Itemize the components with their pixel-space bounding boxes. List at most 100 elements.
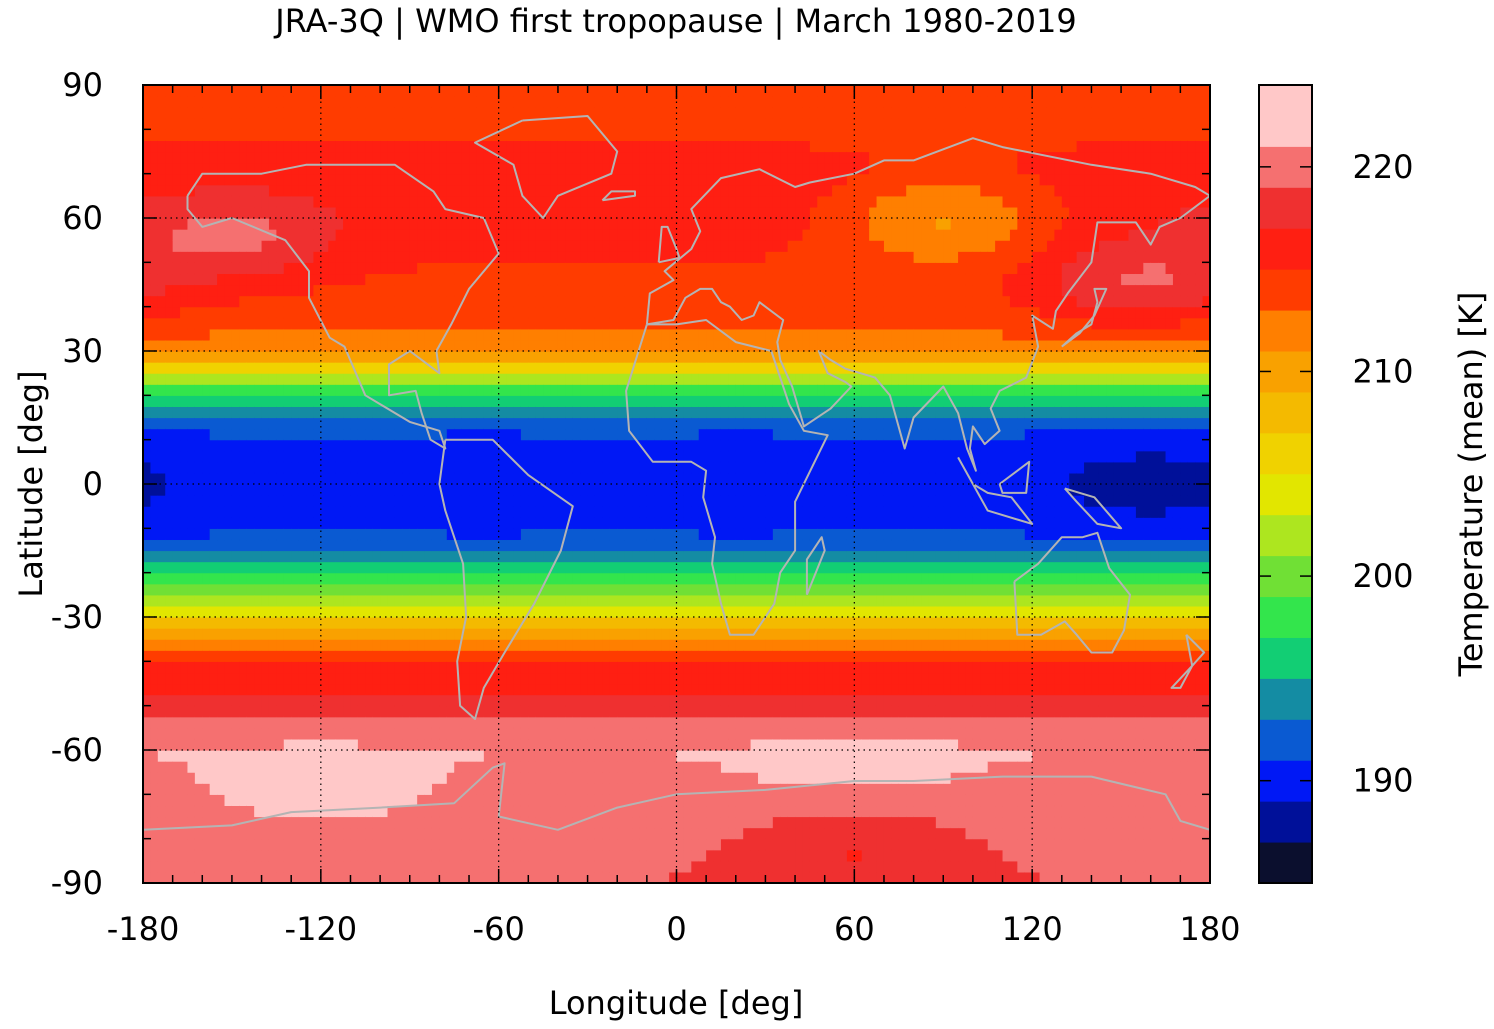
field-cell xyxy=(602,772,611,784)
field-cell xyxy=(394,550,403,563)
field-cell xyxy=(520,716,529,729)
field-cell xyxy=(328,362,337,374)
field-cell xyxy=(372,251,381,263)
field-cell xyxy=(424,650,433,662)
field-cell xyxy=(202,528,211,541)
field-cell xyxy=(498,173,507,186)
field-cell xyxy=(343,439,352,452)
field-cell xyxy=(491,129,500,142)
field-cell xyxy=(409,229,418,241)
field-cell xyxy=(306,284,315,297)
field-cell xyxy=(469,827,478,840)
field-cell xyxy=(491,417,500,430)
field-cell xyxy=(328,118,337,130)
field-cell xyxy=(617,694,626,707)
field-cell xyxy=(594,672,603,685)
field-cell xyxy=(357,118,366,130)
field-cell xyxy=(446,140,455,153)
field-cell xyxy=(446,229,455,241)
field-cell xyxy=(528,683,537,696)
field-cell xyxy=(461,284,470,297)
field-cell xyxy=(431,273,440,286)
field-cell xyxy=(632,639,641,651)
field-cell xyxy=(291,406,300,419)
field-cell xyxy=(387,317,396,330)
field-cell xyxy=(646,639,655,651)
field-cell xyxy=(469,339,478,352)
field-cell xyxy=(557,639,566,651)
field-cell xyxy=(498,472,507,485)
field-cell xyxy=(357,827,366,840)
field-cell xyxy=(298,206,307,219)
field-cell xyxy=(194,195,203,208)
field-cell xyxy=(165,705,174,718)
field-cell xyxy=(632,761,641,773)
field-cell xyxy=(157,229,166,241)
field-cell xyxy=(387,628,396,640)
field-cell xyxy=(506,472,515,485)
field-cell xyxy=(431,406,440,419)
field-cell xyxy=(431,683,440,696)
field-cell xyxy=(172,716,181,729)
field-cell xyxy=(498,240,507,252)
field-cell xyxy=(454,860,463,873)
field-cell xyxy=(365,406,374,419)
field-cell xyxy=(187,284,196,297)
field-cell xyxy=(350,583,359,596)
field-cell xyxy=(246,339,255,352)
field-cell xyxy=(572,140,581,153)
field-cell xyxy=(224,384,233,396)
field-cell xyxy=(439,683,448,696)
field-cell xyxy=(217,572,226,585)
field-cell xyxy=(602,539,611,552)
field-cell xyxy=(580,439,589,452)
field-cell xyxy=(632,151,641,164)
field-cell xyxy=(291,229,300,241)
field-cell xyxy=(469,572,478,585)
field-cell xyxy=(350,727,359,740)
field-cell xyxy=(431,561,440,574)
field-cell xyxy=(498,716,507,729)
field-cell xyxy=(143,639,152,651)
field-cell xyxy=(320,650,329,662)
field-cell xyxy=(150,384,159,396)
field-cell xyxy=(461,195,470,208)
field-cell xyxy=(476,206,485,219)
field-cell xyxy=(239,594,248,607)
field-cell xyxy=(165,572,174,585)
field-cell xyxy=(587,650,596,662)
field-cell xyxy=(320,406,329,419)
field-cell xyxy=(528,373,537,385)
field-cell xyxy=(268,306,277,319)
field-cell xyxy=(343,761,352,773)
field-cell xyxy=(580,871,589,883)
field-cell xyxy=(239,849,248,862)
field-cell xyxy=(431,362,440,374)
field-cell xyxy=(165,162,174,175)
field-cell xyxy=(291,761,300,773)
field-cell xyxy=(506,694,515,707)
field-cell xyxy=(439,107,448,119)
field-cell xyxy=(365,716,374,729)
field-cell xyxy=(268,672,277,685)
field-cell xyxy=(306,395,315,408)
field-cell xyxy=(306,428,315,441)
field-cell xyxy=(328,871,337,883)
field-cell xyxy=(654,849,663,862)
field-cell xyxy=(431,871,440,883)
field-cell xyxy=(632,694,641,707)
field-cell xyxy=(165,550,174,563)
field-cell xyxy=(343,85,352,97)
field-cell xyxy=(550,373,559,385)
field-cell xyxy=(357,838,366,851)
field-cell xyxy=(565,605,574,618)
field-cell xyxy=(565,450,574,463)
field-cell xyxy=(543,351,552,363)
field-cell xyxy=(261,107,270,119)
field-cell xyxy=(528,672,537,685)
field-cell xyxy=(306,583,315,596)
field-cell xyxy=(543,295,552,308)
field-cell xyxy=(417,628,426,640)
field-cell xyxy=(528,583,537,596)
field-cell xyxy=(306,273,315,286)
